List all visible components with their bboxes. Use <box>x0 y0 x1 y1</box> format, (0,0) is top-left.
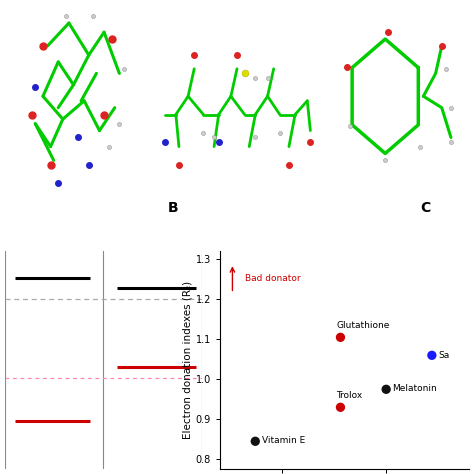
Point <box>337 403 344 411</box>
Text: Melatonin: Melatonin <box>392 383 437 392</box>
Text: C: C <box>420 201 430 215</box>
Text: Sa: Sa <box>438 351 449 360</box>
Y-axis label: Electron donation indexes (R₂): Electron donation indexes (R₂) <box>183 281 193 439</box>
Text: B: B <box>168 201 179 215</box>
Point <box>383 385 390 393</box>
Text: Vitamin E: Vitamin E <box>262 436 305 445</box>
Point <box>428 352 436 359</box>
Text: Glutathione: Glutathione <box>336 321 390 330</box>
Point <box>337 334 344 341</box>
Point <box>252 438 259 445</box>
Text: Bad donator: Bad donator <box>245 274 301 283</box>
Text: Trolox: Trolox <box>336 391 363 400</box>
